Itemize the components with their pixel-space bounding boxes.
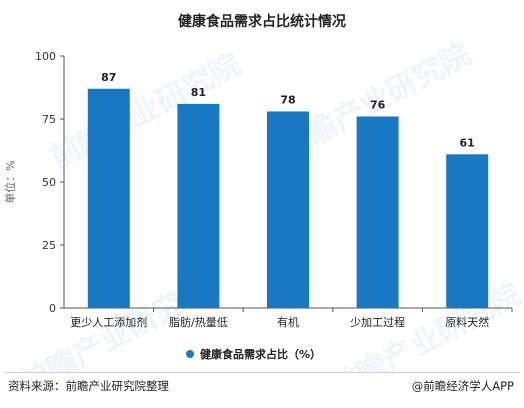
bar bbox=[177, 103, 220, 308]
bars: 87 更少人工添加剂 81 脂肪/热量低 78 有机 76 少加工过程 61 原料天然 bbox=[70, 71, 513, 329]
category-label: 少加工过程 bbox=[350, 316, 405, 329]
bar bbox=[356, 116, 399, 308]
brand-credit: @前瞻经济学人APP bbox=[411, 379, 514, 393]
y-ticks: 0 25 50 75 100 bbox=[35, 50, 64, 315]
chart-title: 健康食品需求占比统计情况 bbox=[178, 13, 346, 30]
y-tick-label: 75 bbox=[42, 113, 56, 126]
legend-label: 健康食品需求占比（%） bbox=[200, 347, 321, 361]
y-tick-label: 0 bbox=[49, 302, 56, 315]
y-tick-label: 100 bbox=[35, 50, 56, 63]
category-label: 原料天然 bbox=[445, 315, 489, 329]
data-label: 61 bbox=[460, 136, 475, 149]
y-axis-label: 单位：% bbox=[3, 160, 17, 203]
category-label: 有机 bbox=[277, 315, 299, 329]
category-label: 更少人工添加剂 bbox=[70, 315, 147, 329]
bar bbox=[87, 88, 130, 308]
data-label: 78 bbox=[280, 93, 295, 106]
data-label: 87 bbox=[101, 71, 116, 84]
legend-marker bbox=[186, 350, 194, 358]
y-tick-label: 50 bbox=[42, 176, 56, 189]
data-label: 76 bbox=[370, 98, 386, 111]
category-label: 脂肪/热量低 bbox=[169, 315, 228, 329]
bar bbox=[446, 154, 489, 308]
footer-divider bbox=[4, 372, 520, 373]
legend: 健康食品需求占比（%） bbox=[186, 347, 321, 361]
source-note: 资料来源：前瞻产业研究院整理 bbox=[8, 379, 169, 393]
y-tick-label: 25 bbox=[42, 239, 56, 252]
bar bbox=[267, 111, 309, 308]
data-label: 81 bbox=[191, 86, 206, 99]
